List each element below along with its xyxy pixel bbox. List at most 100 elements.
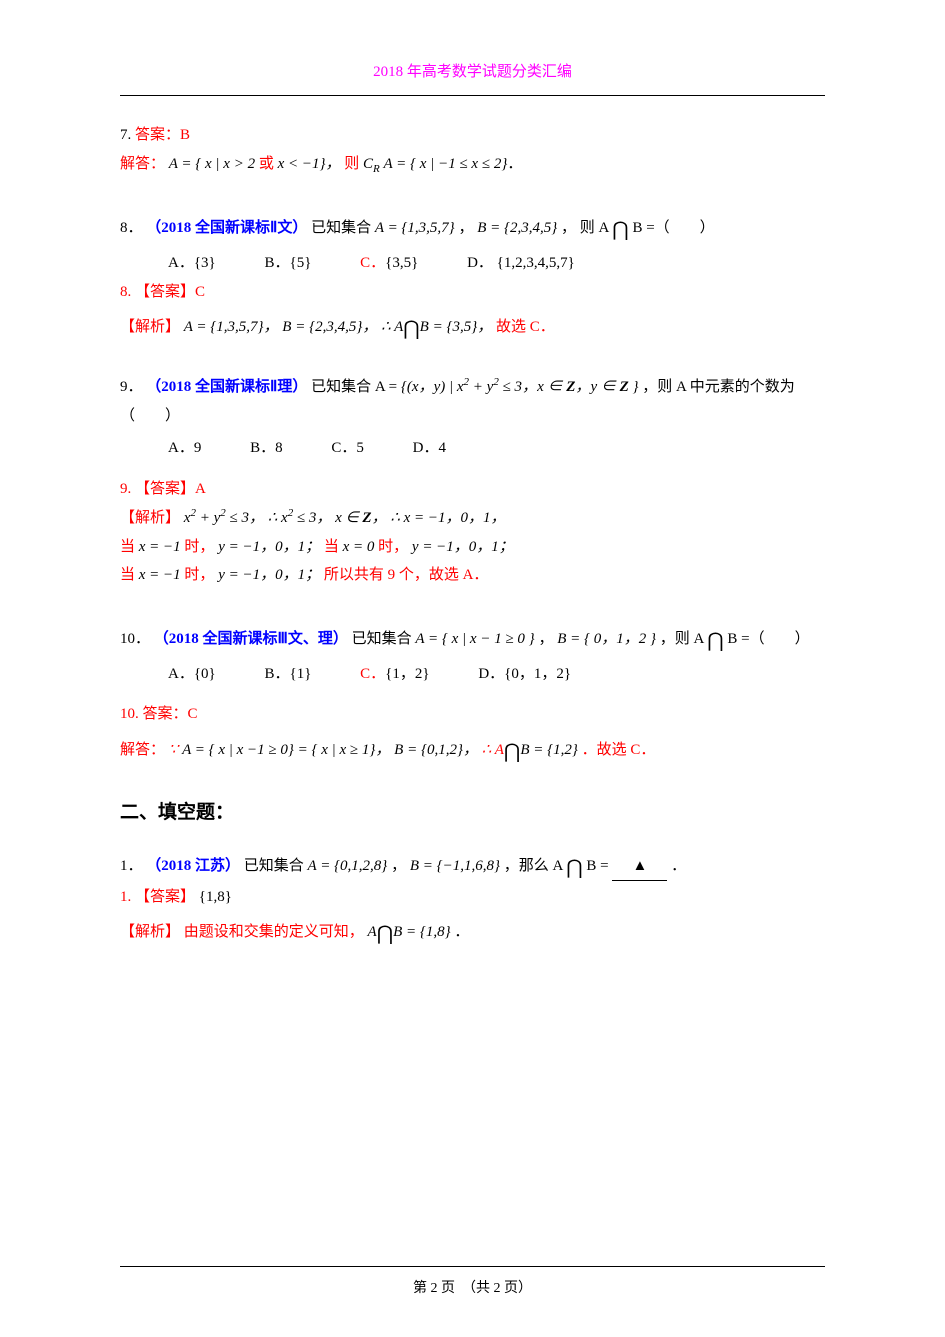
q7-body2: x < −1}， — [278, 156, 341, 172]
q8-jxB: B = {2,3,4,5}， — [282, 319, 377, 335]
q8-jxlabel: 【解析】 — [120, 319, 180, 335]
q10-anslabel: 答案： — [143, 706, 188, 722]
q7-body1: A = { x | x > 2 — [169, 156, 255, 172]
q10-jd3: ∴ A — [482, 742, 504, 758]
header-title: 2018 年高考数学试题分类汇编 — [373, 64, 572, 80]
page-header: 2018 年高考数学试题分类汇编 — [120, 60, 825, 87]
q9-jx-line1: 【解析】 ∵ x2 + y2 ≤ 3， ∴ x2 ≤ 3， x ∈ Z， ∴ x… — [120, 503, 825, 533]
header-underline — [120, 95, 825, 96]
q8-c2: ， — [561, 220, 576, 236]
q7-num: 7. — [120, 127, 131, 143]
q8-c1: ， — [458, 220, 473, 236]
q10-solution: 解答： ∵ A = { x | x −1 ≥ 0} = { x | x ≥ 1}… — [120, 729, 825, 767]
q8-jxres: B = {3,5}， — [420, 319, 493, 335]
q9-l2a: 当 — [120, 539, 135, 555]
fq1-blank: ▲ — [612, 852, 667, 882]
q8-optD: D． {1,2,3,4,5,7} — [467, 249, 575, 278]
fq1-source: （2018 江苏） — [146, 858, 240, 874]
q10-optC-val: {1，2} — [385, 666, 429, 682]
q9-ans: A — [195, 481, 206, 497]
q9-l2d: y = −1，0，1； — [218, 539, 320, 555]
q10-jdcap: ⋂ — [504, 741, 520, 763]
fq1-anslabel: 【答案】 — [135, 889, 195, 905]
q8-Beq: B =（ ） — [629, 220, 715, 236]
q7-body3: C — [363, 156, 373, 172]
q10-jd4: B = {1,2} — [520, 742, 578, 758]
q9-set: {(x，y) | x2 + y2 ≤ 3，x ∈ Z，y ∈ Z } — [401, 379, 639, 395]
q10-jdB: B = {0,1,2}， — [394, 742, 478, 758]
q8-solution: 【解析】 ∵ A = {1,3,5,7}， B = {2,3,4,5}， ∴ A… — [120, 306, 825, 344]
q10-num: 10． — [120, 631, 150, 647]
document-body: 7. 答案：B 解答： A = { x | x > 2 或 x < −1}， 则… — [120, 121, 825, 949]
fq1-num: 1． — [120, 858, 143, 874]
fq1-answer: 1. 【答案】 {1,8} — [120, 883, 825, 912]
q10-jdlabel: 解答： — [120, 742, 165, 758]
q9-block: 9． （2018 全国新课标Ⅱ理） 已知集合 A = {(x，y) | x2 +… — [120, 372, 825, 590]
q9-options: A．9 B．8 C．5 D．4 — [120, 434, 825, 463]
q8-jx1: A = {1,3,5,7}， — [184, 319, 279, 335]
q9-l2f: x = 0 — [343, 539, 379, 555]
q8-stem: 8． （2018 全国新课标Ⅱ文） 已知集合 A = {1,3,5,7} ， B… — [120, 207, 825, 245]
q8-ansnum: 8. — [120, 284, 131, 300]
q8-num: 8． — [120, 220, 143, 236]
q9-l3c: 时， — [184, 567, 214, 583]
q10-options: A．{0} B．{1} C．{1，2} D．{0，1，2} — [120, 660, 825, 689]
q7-body3-sub: R — [373, 163, 380, 175]
fq1-jxcap: ⋂ — [377, 923, 393, 945]
fq1-solution: 【解析】 由题设和交集的定义可知， A⋂B = {1,8} ． — [120, 911, 825, 949]
q9-paren: （ ） — [120, 402, 825, 431]
q9-l2h: y = −1，0，1； — [412, 539, 514, 555]
q9-l3e: 所以共有 9 个，故选 A． — [324, 567, 489, 583]
q10-block: 10． （2018 全国新课标Ⅲ文、理） 已知集合 A = { x | x − … — [120, 618, 825, 767]
q10-stem1: 已知集合 — [352, 631, 416, 647]
q10-ansnum: 10. — [120, 706, 139, 722]
q10-answer: 10. 答案：C — [120, 700, 825, 729]
q10-optA: A．{0} — [168, 660, 216, 689]
q9-jx-line2: 当 x = −1 时， y = −1，0，1； 当 x = 0 时， y = −… — [120, 533, 825, 562]
q9-optA: A．9 — [168, 434, 201, 463]
q9-l1c: ∴ x2 ≤ 3， — [268, 510, 332, 526]
fq1-B: B = {−1,1,6,8} — [410, 858, 500, 874]
q7-ans-label: 答案： — [135, 127, 180, 143]
q9-jx-line3: 当 x = −1 时， y = −1，0，1； 所以共有 9 个，故选 A． — [120, 561, 825, 590]
q9-l3b: x = −1 — [139, 567, 185, 583]
q7-or: 或 — [259, 156, 274, 172]
q7-answer: 7. 答案：B — [120, 121, 825, 150]
q9-anslabel: 【答案】 — [135, 481, 195, 497]
fq1-ans: {1,8} — [199, 889, 232, 905]
footer-line — [120, 1266, 825, 1267]
q7-period: ． — [507, 156, 522, 172]
fq1-cap: ⋂ — [566, 857, 582, 879]
q9-l1e: x ∈ Z， — [335, 510, 386, 526]
q8-A: A = {1,3,5,7} — [375, 220, 455, 236]
q10-jd1: ∵ — [169, 742, 179, 758]
q9-num: 9． — [120, 379, 143, 395]
q8-source: （2018 全国新课标Ⅱ文） — [146, 220, 307, 236]
q8-optC-label: C． — [360, 255, 385, 271]
q10-c2: ，则 A — [660, 631, 708, 647]
q8-optA: A．{3} — [168, 249, 216, 278]
fq1-jxlabel: 【解析】 — [120, 924, 180, 940]
q10-optC: C．{1，2} — [360, 660, 429, 689]
q9-optD: D．4 — [413, 434, 446, 463]
section2-title: 二、填空题： — [120, 795, 825, 831]
page-footer: 第 2 页 （共 2 页） — [0, 1266, 945, 1297]
q8-options: A．{3} B．{5} C．{3,5} D． {1,2,3,4,5,7} — [120, 249, 825, 278]
q9-source: （2018 全国新课标Ⅱ理） — [146, 379, 307, 395]
q8-jxcap: ⋂ — [403, 318, 419, 340]
q8-B: B = {2,3,4,5} — [477, 220, 557, 236]
fq1-jx3: B = {1,8} — [393, 924, 451, 940]
q8-optC: C．{3,5} — [360, 249, 418, 278]
q10-optB: B．{1} — [264, 660, 311, 689]
q7-body4: A = { x | −1 ≤ x ≤ 2} — [384, 156, 508, 172]
q8-answer: 8. 【答案】C — [120, 278, 825, 307]
q10-optC-label: C． — [360, 666, 385, 682]
q9-l2e: 当 — [324, 539, 339, 555]
q8-jxso: ∴ A — [381, 319, 403, 335]
q8-optB: B．{5} — [264, 249, 311, 278]
q10-ans: C — [188, 706, 198, 722]
q8-cap: ⋂ — [612, 219, 628, 241]
q9-l2c: 时， — [184, 539, 214, 555]
q7-solution: 解答： A = { x | x > 2 或 x < −1}， 则 CR A = … — [120, 150, 825, 180]
footer-text: 第 2 页 （共 2 页） — [413, 1281, 532, 1296]
